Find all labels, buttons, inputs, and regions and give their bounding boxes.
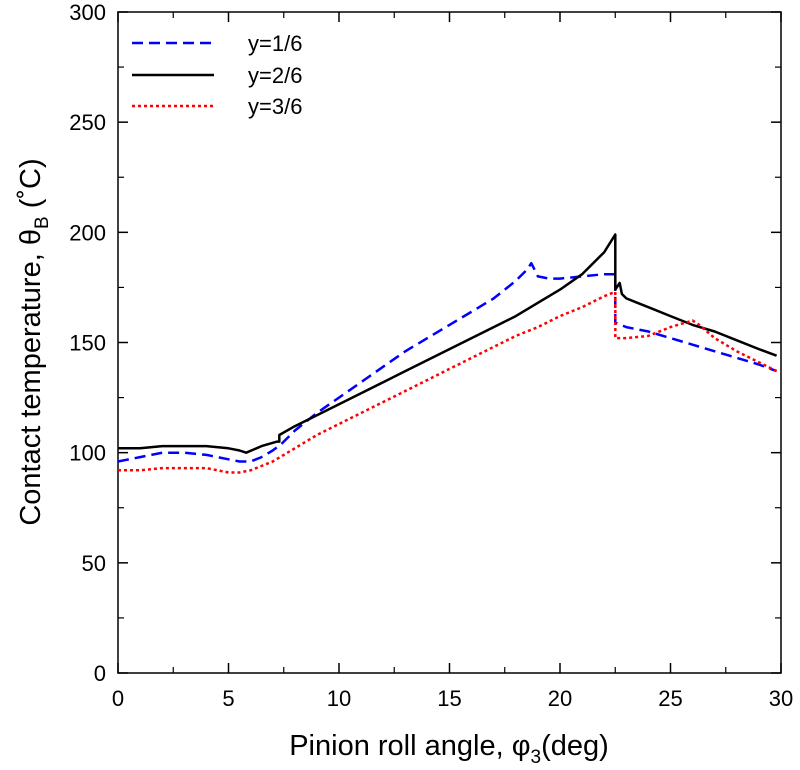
x-tick-label: 15 — [437, 686, 461, 711]
y-axis-title: Contact temperature, θB (˚C) — [15, 158, 53, 525]
x-axis-ticks — [117, 12, 782, 673]
x-tick-label: 30 — [769, 686, 793, 711]
y-axis-title-tail: (˚C) — [15, 158, 47, 216]
y-axis-title-subscript: B — [32, 216, 53, 229]
x-tick-label: 0 — [112, 686, 124, 711]
x-axis-tick-labels: 0 5 10 15 20 25 30 — [112, 686, 793, 711]
y-tick-label: 150 — [69, 331, 106, 356]
series-line-1 — [117, 261, 778, 463]
y-tick-label: 0 — [94, 661, 106, 686]
y-tick-label: 50 — [82, 551, 106, 576]
series-lines — [117, 233, 778, 474]
y-tick-label: 100 — [69, 441, 106, 466]
plot-area: 0 5 10 15 20 25 30 0 50 100 150 200 250 300 — [69, 0, 793, 711]
x-tick-label: 20 — [548, 686, 572, 711]
x-tick-label: 5 — [222, 686, 234, 711]
y-tick-label: 300 — [69, 0, 106, 25]
series-line-3 — [118, 290, 778, 474]
x-axis-title-tail: (deg) — [541, 730, 609, 762]
y-axis-ticks — [118, 11, 781, 674]
series-line-2 — [118, 233, 778, 454]
legend: y=1/6 y=2/6 y=3/6 — [132, 31, 302, 119]
x-tick-label: 10 — [327, 686, 351, 711]
legend-label-y-3-6: y=3/6 — [248, 94, 302, 119]
legend-label-y-1-6: y=1/6 — [248, 31, 302, 56]
x-axis-title-subscript: 3 — [531, 747, 542, 768]
x-axis-title-main: Pinion roll angle, φ — [289, 730, 530, 762]
y-axis-title-main: Contact temperature, θ — [15, 229, 47, 526]
y-axis-tick-labels: 0 50 100 150 200 250 300 — [69, 0, 106, 686]
x-axis-title: Pinion roll angle, φ3(deg) — [289, 730, 609, 768]
x-tick-label: 25 — [658, 686, 682, 711]
legend-label-y-2-6: y=2/6 — [248, 63, 302, 88]
y-tick-label: 200 — [69, 220, 106, 245]
y-tick-label: 250 — [69, 110, 106, 135]
